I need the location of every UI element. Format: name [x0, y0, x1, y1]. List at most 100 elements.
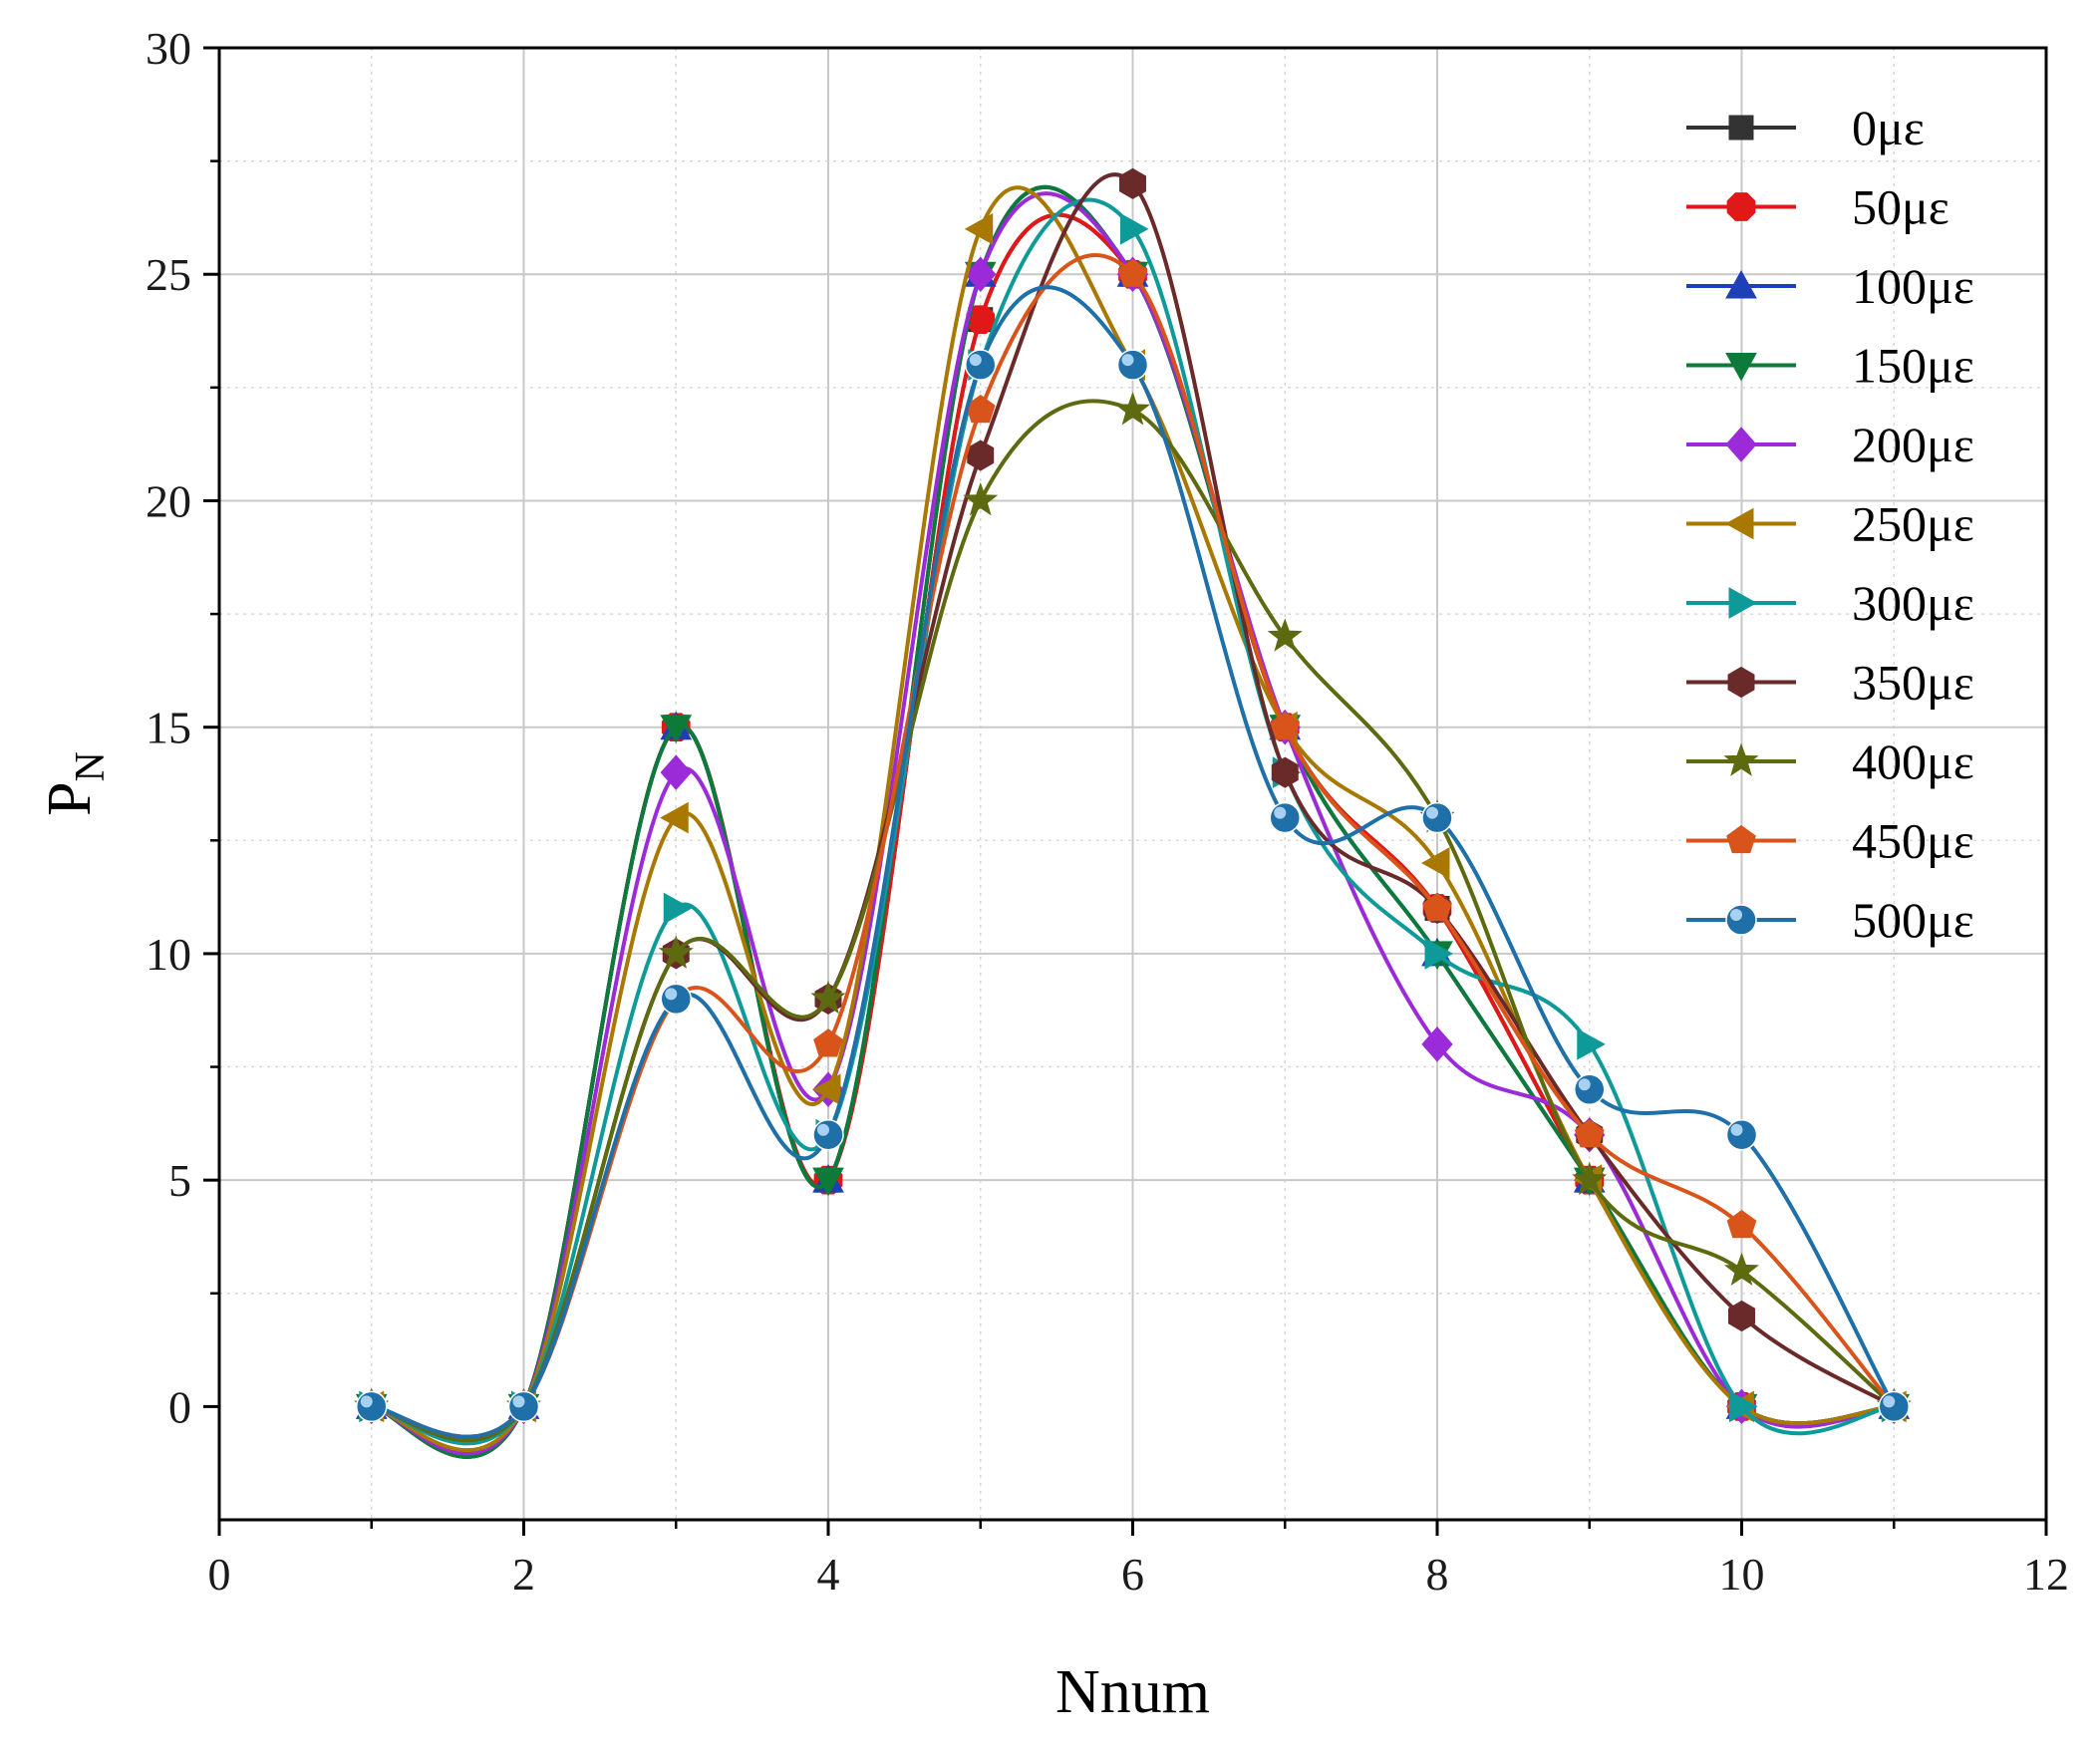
legend-label: 500με: [1852, 892, 1974, 948]
data-point: [965, 349, 997, 381]
sphere-body: [1878, 1390, 1910, 1423]
sphere-body: [1269, 801, 1301, 834]
data-point: [660, 801, 689, 834]
sphere-body: [965, 349, 997, 381]
legend-label: 150με: [1852, 338, 1974, 394]
sphere-highlight: [817, 1123, 829, 1136]
sphere-highlight: [360, 1395, 373, 1408]
legend-label: 300με: [1852, 575, 1974, 631]
x-tick-label: 2: [512, 1549, 535, 1600]
legend-item: 150με: [1686, 338, 1974, 394]
data-point: [1420, 847, 1450, 879]
legend-label: 50με: [1852, 179, 1950, 235]
y-tick-label: 25: [146, 249, 191, 300]
data-point: [1271, 756, 1299, 788]
sphere-body: [1725, 1118, 1758, 1151]
legend-item: 200με: [1686, 417, 1974, 472]
data-point: [1574, 1119, 1605, 1148]
y-tick-label: 15: [146, 703, 191, 753]
x-axis-title: Nnum: [1055, 1658, 1210, 1726]
axis-ticks: 0 2 4 6 8 10 12 0 5 10 15 20 25 30: [146, 23, 2069, 1600]
sphere-highlight: [1274, 806, 1287, 819]
legend-marker: [1725, 904, 1757, 936]
sphere-highlight: [1730, 909, 1742, 921]
data-point: [507, 1390, 540, 1423]
data-point: [812, 1118, 844, 1151]
sphere-highlight: [1426, 806, 1438, 819]
data-point: [1572, 1161, 1608, 1196]
legend-label: 450με: [1852, 813, 1974, 869]
data-point: [1120, 212, 1149, 245]
sphere-body: [660, 983, 692, 1016]
data-point: [660, 754, 692, 790]
data-point: [1117, 258, 1148, 287]
legend: 0με 50με 100με 150με 200με 250με 300με 350με 400…: [1686, 100, 1974, 948]
legend-marker: [1728, 115, 1754, 141]
legend-marker: [1725, 353, 1757, 382]
sphere-highlight: [969, 354, 982, 367]
data-point: [811, 1073, 841, 1106]
sphere-highlight: [512, 1395, 525, 1408]
data-point: [1424, 938, 1454, 970]
legend-marker: [1723, 742, 1759, 776]
sphere-body: [812, 1118, 844, 1151]
x-tick-label: 12: [2023, 1549, 2069, 1600]
data-point: [1269, 801, 1301, 834]
y-tick-label: 20: [146, 475, 191, 526]
sphere-body: [507, 1390, 540, 1423]
data-point: [1729, 1390, 1758, 1423]
data-point: [813, 1028, 843, 1057]
sphere-body: [356, 1390, 388, 1423]
legend-label: 250με: [1852, 496, 1974, 552]
x-tick-label: 6: [1121, 1549, 1144, 1600]
sphere-body: [1574, 1073, 1606, 1106]
legend-label: 400με: [1852, 733, 1974, 789]
legend-label: 0με: [1852, 100, 1925, 155]
data-point: [1267, 618, 1303, 652]
y-tick-label: 0: [168, 1381, 191, 1432]
data-point: [1421, 1026, 1453, 1062]
legend-item: 450με: [1686, 813, 1974, 869]
x-tick-label: 4: [817, 1549, 840, 1600]
sphere-body: [1421, 801, 1453, 834]
legend-item: 300με: [1686, 575, 1974, 631]
y-tick-label: 5: [168, 1155, 191, 1206]
legend-marker: [1728, 587, 1758, 619]
y-axis-title-subscript: N: [68, 751, 114, 781]
data-point: [658, 935, 694, 969]
legend-marker: [1726, 192, 1756, 221]
sphere-highlight: [1578, 1078, 1591, 1091]
data-point: [660, 983, 692, 1016]
data-point: [1114, 392, 1151, 426]
sphere-body: [1116, 349, 1149, 381]
data-point: [1421, 801, 1453, 834]
series-layer: [354, 167, 1912, 1459]
legend-item: 0με: [1686, 100, 1925, 155]
data-point: [660, 715, 693, 743]
legend-marker: [1725, 269, 1757, 299]
sphere-highlight: [1883, 1395, 1896, 1408]
y-tick-label: 30: [146, 23, 191, 74]
data-point: [812, 1167, 844, 1197]
x-tick-label: 0: [208, 1549, 231, 1600]
data-point: [963, 481, 999, 516]
legend-item: 100με: [1686, 258, 1974, 314]
data-point: [1725, 1118, 1758, 1151]
data-point: [663, 892, 693, 925]
sphere-highlight: [665, 988, 678, 1001]
data-point: [1116, 349, 1149, 381]
legend-marker: [1727, 666, 1755, 699]
series-line: [371, 184, 1895, 1459]
legend-label: 100με: [1852, 258, 1974, 314]
series-line: [371, 197, 1895, 1446]
data-point: [810, 980, 846, 1015]
y-axis-title: PN: [36, 751, 114, 816]
sphere-body: [1725, 904, 1757, 936]
legend-item: 500με: [1686, 892, 1974, 948]
data-point: [1270, 712, 1301, 740]
data-point: [1577, 1027, 1606, 1060]
legend-item: 250με: [1686, 496, 1974, 552]
legend-marker: [1726, 824, 1756, 854]
y-tick-label: 10: [146, 929, 191, 980]
legend-item: 350με: [1686, 655, 1974, 711]
